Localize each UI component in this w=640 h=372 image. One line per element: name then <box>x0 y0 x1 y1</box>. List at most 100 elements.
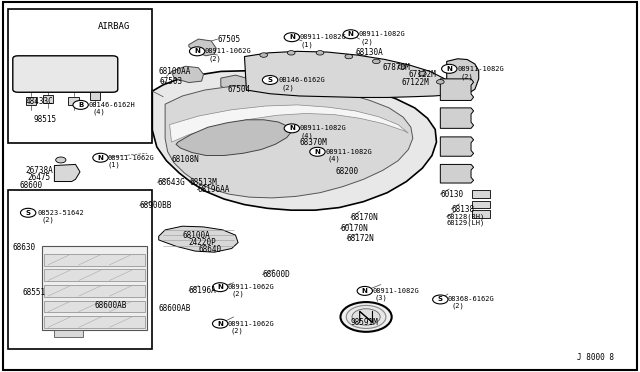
Bar <box>43 95 53 103</box>
Text: 68900BB: 68900BB <box>140 201 172 210</box>
Bar <box>90 92 100 100</box>
Circle shape <box>73 100 88 109</box>
Text: 67122M: 67122M <box>408 70 436 79</box>
Text: 48433C: 48433C <box>26 97 53 106</box>
Circle shape <box>260 53 268 57</box>
Text: 26738A: 26738A <box>26 166 53 174</box>
Text: 68172N: 68172N <box>347 234 374 243</box>
Text: N: N <box>217 321 223 327</box>
Text: 08911-1062G: 08911-1062G <box>108 155 154 161</box>
Text: 68108N: 68108N <box>172 155 199 164</box>
Text: 67122M: 67122M <box>402 78 429 87</box>
Polygon shape <box>159 226 238 252</box>
Polygon shape <box>447 59 479 95</box>
Text: 67503: 67503 <box>160 77 183 86</box>
Circle shape <box>398 65 406 69</box>
FancyBboxPatch shape <box>13 56 118 92</box>
Text: (2): (2) <box>451 303 464 310</box>
Circle shape <box>343 30 358 39</box>
Text: (3): (3) <box>374 294 387 301</box>
Polygon shape <box>440 137 474 156</box>
Circle shape <box>56 157 66 163</box>
Text: N: N <box>217 284 223 290</box>
Text: 08911-1082G: 08911-1082G <box>300 34 346 40</box>
Bar <box>68 97 79 105</box>
Text: 68200: 68200 <box>336 167 359 176</box>
Text: 67504: 67504 <box>227 85 250 94</box>
Text: 08911-1062G: 08911-1062G <box>205 48 252 54</box>
Polygon shape <box>172 66 204 83</box>
Polygon shape <box>440 108 474 128</box>
Text: 08911-1082G: 08911-1082G <box>325 149 372 155</box>
Text: B: B <box>78 102 83 108</box>
Text: (2): (2) <box>42 216 54 223</box>
Text: 68129(LH): 68129(LH) <box>447 220 485 227</box>
Text: 08523-51642: 08523-51642 <box>37 210 84 216</box>
Polygon shape <box>176 120 291 155</box>
Polygon shape <box>244 51 456 97</box>
Circle shape <box>433 295 448 304</box>
Text: 68100A: 68100A <box>182 231 210 240</box>
Text: 68643G: 68643G <box>157 178 185 187</box>
Text: N: N <box>446 66 452 72</box>
Text: 24220P: 24220P <box>189 238 216 247</box>
Text: N: N <box>97 155 104 161</box>
Text: 08911-1082G: 08911-1082G <box>300 125 346 131</box>
Bar <box>472 190 490 198</box>
Text: 08911-1082G: 08911-1082G <box>358 31 405 37</box>
Text: (2): (2) <box>230 327 243 334</box>
Text: 08146-6162H: 08146-6162H <box>88 102 135 108</box>
Circle shape <box>340 302 392 332</box>
Text: (4): (4) <box>93 108 106 115</box>
Bar <box>44 301 145 312</box>
Text: 67870M: 67870M <box>383 63 410 72</box>
Text: N: N <box>314 149 321 155</box>
Bar <box>44 269 145 281</box>
Text: (2): (2) <box>208 55 221 62</box>
Circle shape <box>346 305 386 328</box>
Text: 68600AB: 68600AB <box>159 304 191 313</box>
Text: 68551: 68551 <box>22 288 45 296</box>
Bar <box>44 254 145 266</box>
Bar <box>54 330 83 337</box>
Text: 08911-1062G: 08911-1062G <box>227 284 274 290</box>
Bar <box>8 190 152 349</box>
Text: 08368-6162G: 08368-6162G <box>448 296 495 302</box>
Text: AIRBAG: AIRBAG <box>98 22 130 31</box>
Text: S: S <box>268 77 273 83</box>
Text: 60170N: 60170N <box>340 224 368 233</box>
Text: 68170N: 68170N <box>351 213 378 222</box>
Text: S: S <box>438 296 443 302</box>
Circle shape <box>316 51 324 55</box>
Circle shape <box>442 64 457 73</box>
Text: N: N <box>289 125 295 131</box>
Circle shape <box>287 51 295 55</box>
Circle shape <box>212 319 228 328</box>
Text: J 8000 8: J 8000 8 <box>577 353 614 362</box>
Text: 08911-1062G: 08911-1062G <box>227 321 274 327</box>
Text: N: N <box>194 48 200 54</box>
Bar <box>8 9 152 143</box>
Text: (1): (1) <box>108 161 120 168</box>
Text: (2): (2) <box>461 73 474 80</box>
Polygon shape <box>152 71 436 210</box>
Polygon shape <box>440 79 474 100</box>
Bar <box>472 210 490 218</box>
Text: S: S <box>26 210 31 216</box>
Text: 68513M: 68513M <box>189 178 217 187</box>
Polygon shape <box>165 85 413 198</box>
Circle shape <box>262 76 278 84</box>
Polygon shape <box>221 75 250 91</box>
Circle shape <box>284 124 300 133</box>
Text: N: N <box>362 288 368 294</box>
Circle shape <box>436 80 444 84</box>
Text: 0B146-6162G: 0B146-6162G <box>278 77 325 83</box>
Bar <box>26 97 36 105</box>
Text: (4): (4) <box>301 132 314 139</box>
Text: 98591M: 98591M <box>351 318 378 327</box>
Text: (1): (1) <box>301 41 314 48</box>
Text: 08911-1082G: 08911-1082G <box>458 66 504 72</box>
Text: 68600AB: 68600AB <box>95 301 127 310</box>
Polygon shape <box>54 164 80 182</box>
Text: 68640: 68640 <box>198 246 221 254</box>
